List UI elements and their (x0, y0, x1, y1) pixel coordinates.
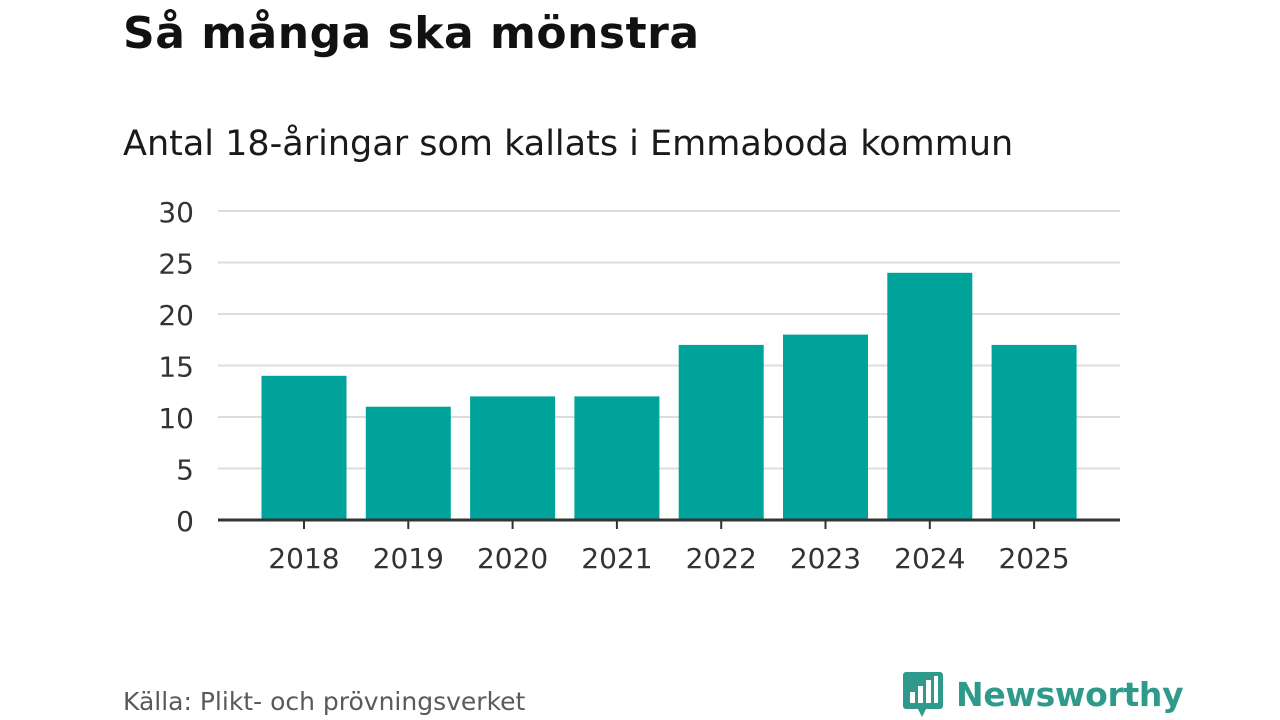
x-tick-label: 2020 (477, 542, 548, 575)
bar-2023 (783, 334, 868, 520)
x-tick-label: 2019 (373, 542, 444, 575)
bar-2018 (261, 375, 347, 520)
y-tick-label: 25 (158, 248, 194, 281)
brand-name: Newsworthy (956, 674, 1184, 714)
chart-title: Så många ska mönstra (123, 8, 700, 59)
y-tick-label: 20 (158, 299, 194, 332)
x-tick-label: 2021 (581, 542, 652, 575)
bar-2020 (470, 396, 556, 520)
y-tick-label: 15 (158, 351, 194, 384)
bar-2021 (574, 396, 660, 520)
bar-chart-speech-bubble-icon (903, 672, 943, 717)
x-tick-label: 2024 (894, 542, 965, 575)
bar-2024 (887, 272, 973, 520)
source-note: Källa: Plikt- och prövningsverket (123, 687, 526, 716)
bar-2022 (678, 344, 764, 520)
chart-subtitle: Antal 18-åringar som kallats i Emmaboda … (123, 124, 1014, 164)
y-tick-label: 5 (176, 454, 194, 487)
y-tick-label: 10 (158, 402, 194, 435)
x-tick-label: 2018 (268, 542, 339, 575)
y-tick-label: 30 (158, 196, 194, 229)
x-tick-label: 2023 (790, 542, 861, 575)
bar-2025 (991, 344, 1077, 520)
newsworthy-logo: Newsworthy (902, 670, 1184, 718)
x-tick-label: 2025 (998, 542, 1069, 575)
y-tick-label: 0 (176, 505, 194, 538)
bar-2019 (365, 406, 451, 520)
x-tick-label: 2022 (686, 542, 757, 575)
